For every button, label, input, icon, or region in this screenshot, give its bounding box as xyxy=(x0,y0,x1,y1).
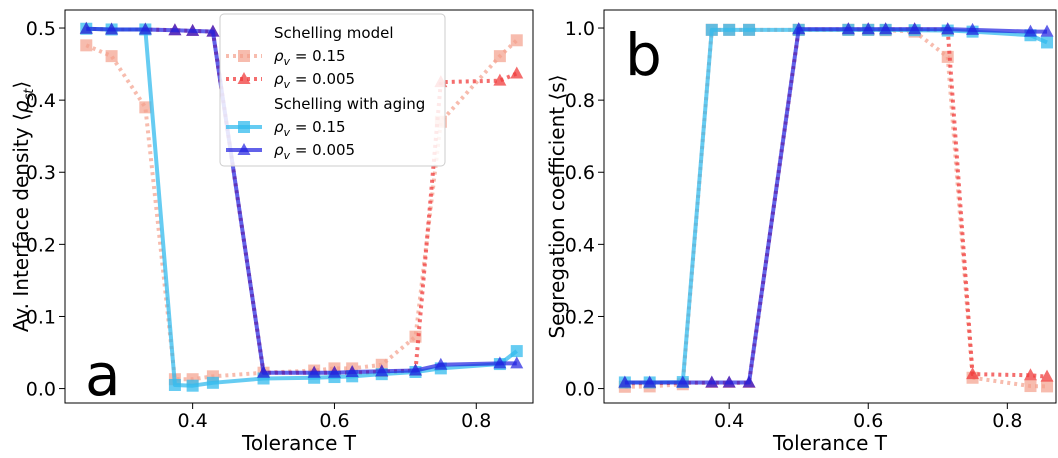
b-series-2-point-14 xyxy=(1041,36,1054,49)
a-xtick-label-2: 0.8 xyxy=(461,410,491,432)
a-panel-label: a xyxy=(85,341,121,409)
a-ytick-label-0: 0.0 xyxy=(26,379,56,401)
b-ytick-label-0: 0.0 xyxy=(565,379,595,401)
a-series-3-point-6 xyxy=(257,365,271,378)
b-series-3-point-4 xyxy=(722,375,736,388)
a-series-3-point-8 xyxy=(327,365,341,378)
a-axes-frame xyxy=(64,9,534,404)
a-ytick-label-2: 0.2 xyxy=(26,234,56,256)
b-series-3-point-12 xyxy=(966,22,980,35)
a-series-0-point-0 xyxy=(80,39,93,52)
b-series-2-point-5 xyxy=(743,23,756,36)
b-series-3-point-0 xyxy=(618,375,632,388)
b-series-3-point-7 xyxy=(841,22,855,35)
b-series-0-point-13 xyxy=(1024,380,1037,393)
a-series-2-point-3 xyxy=(168,378,181,391)
b-series-3-point-11 xyxy=(941,22,955,35)
legend-marker-1 xyxy=(237,72,251,84)
b-series-3-point-8 xyxy=(861,22,875,35)
b-ytick-label-1: 0.2 xyxy=(565,306,595,328)
legend-entry-0: ρv = 0.15 xyxy=(274,47,346,68)
a-series-3-point-4 xyxy=(186,23,200,36)
a-ylabel: Av. Interface density ⟨ρst⟩ xyxy=(9,81,37,332)
b-series-3-point-14 xyxy=(1040,24,1054,37)
b-ytick-label-5: 1.0 xyxy=(565,18,595,40)
a-xtick-label-0: 0.4 xyxy=(178,410,208,432)
a-series-2-point-14 xyxy=(510,345,523,358)
a-xtick-label-1: 0.6 xyxy=(319,410,349,432)
a-ytick-label-1: 0.1 xyxy=(26,306,56,328)
b-series-2-point-3 xyxy=(705,23,718,36)
a-series-3-point-9 xyxy=(345,364,359,377)
a-series-1-point-14 xyxy=(510,66,524,79)
a-series-3-point-5 xyxy=(206,24,220,37)
a-series-2-point-5 xyxy=(206,376,219,389)
a-series-0-line xyxy=(85,38,519,382)
b-xtick-label-0: 0.4 xyxy=(714,410,744,432)
a-series-3-point-3 xyxy=(168,23,182,36)
a-series-0-point-14 xyxy=(510,34,523,47)
legend-group-0: Schelling model xyxy=(274,24,394,42)
a-series-0-point-13 xyxy=(493,50,506,63)
b-ytick-label-2: 0.4 xyxy=(565,234,595,256)
b-series-1-point-13 xyxy=(1023,368,1037,381)
b-xtick-label-1: 0.6 xyxy=(853,410,883,432)
a-series-3-point-2 xyxy=(138,22,152,35)
b-series-2-line xyxy=(624,27,1048,385)
a-series-2-point-4 xyxy=(186,379,199,392)
a-series-0-point-1 xyxy=(105,50,118,63)
b-series-2-point-4 xyxy=(723,23,736,36)
a-ytick-label-4: 0.4 xyxy=(26,90,56,112)
b-series-3-point-1 xyxy=(643,375,657,388)
a-series-3-point-13 xyxy=(493,356,507,369)
b-series-3-point-13 xyxy=(1023,24,1037,37)
b-series-0-point-14 xyxy=(1041,380,1054,393)
b-series-1-point-14 xyxy=(1040,369,1054,382)
b-ytick-label-4: 0.8 xyxy=(565,90,595,112)
a-series-3-point-10 xyxy=(375,364,389,377)
legend-marker-0 xyxy=(238,50,250,62)
a-series-3-point-14 xyxy=(510,356,524,369)
a-xlabel: Tolerance T xyxy=(241,431,357,455)
panel-a-chart: 0.4 0.6 0.8 0.0 0.1 0.2 0.3 0.4 0.5 Tolerance T Av… xyxy=(9,9,534,455)
b-series-3-point-5 xyxy=(742,375,756,388)
b-plot-area xyxy=(618,22,1054,393)
legend-entry-1: ρv = 0.005 xyxy=(274,70,355,91)
b-ytick-label-3: 0.6 xyxy=(565,162,595,184)
a-series-3-point-0 xyxy=(79,21,93,34)
legend-entry-3: ρv = 0.005 xyxy=(274,141,355,162)
a-series-3-point-1 xyxy=(105,22,119,35)
b-series-3-point-3 xyxy=(705,375,719,388)
b-series-3-point-6 xyxy=(792,22,806,35)
legend-box xyxy=(219,13,446,167)
a-series-3-point-12 xyxy=(434,357,448,370)
b-series-1-point-12 xyxy=(966,367,980,380)
b-series-3-point-10 xyxy=(908,22,922,35)
a-series-1-point-13 xyxy=(493,73,507,86)
legend-marker-3 xyxy=(237,143,251,155)
b-series-3-point-2 xyxy=(676,375,690,388)
b-xtick-label-2: 0.8 xyxy=(992,410,1022,432)
a-series-0-point-2 xyxy=(139,101,152,114)
a-ytick-label-3: 0.3 xyxy=(26,162,56,184)
b-series-3-point-9 xyxy=(879,22,893,35)
b-axes-frame xyxy=(603,9,1057,404)
b-xlabel: Tolerance T xyxy=(772,431,888,455)
legend-entry-2: ρv = 0.15 xyxy=(274,118,346,139)
legend-marker-2 xyxy=(238,121,250,133)
b-panel-label: b xyxy=(625,21,662,89)
b-ylabel: Segregation coefficient ⟨s⟩ xyxy=(545,74,569,338)
a-ytick-label-5: 0.5 xyxy=(26,18,56,40)
legend-group-3: Schelling with aging xyxy=(274,95,425,113)
a-series-3-point-11 xyxy=(409,363,423,376)
panel-b-chart: 0.4 0.6 0.8 0.0 0.2 0.4 0.6 0.8 1.0 Tolerance T Se… xyxy=(545,9,1057,455)
a-series-3-point-7 xyxy=(307,365,321,378)
